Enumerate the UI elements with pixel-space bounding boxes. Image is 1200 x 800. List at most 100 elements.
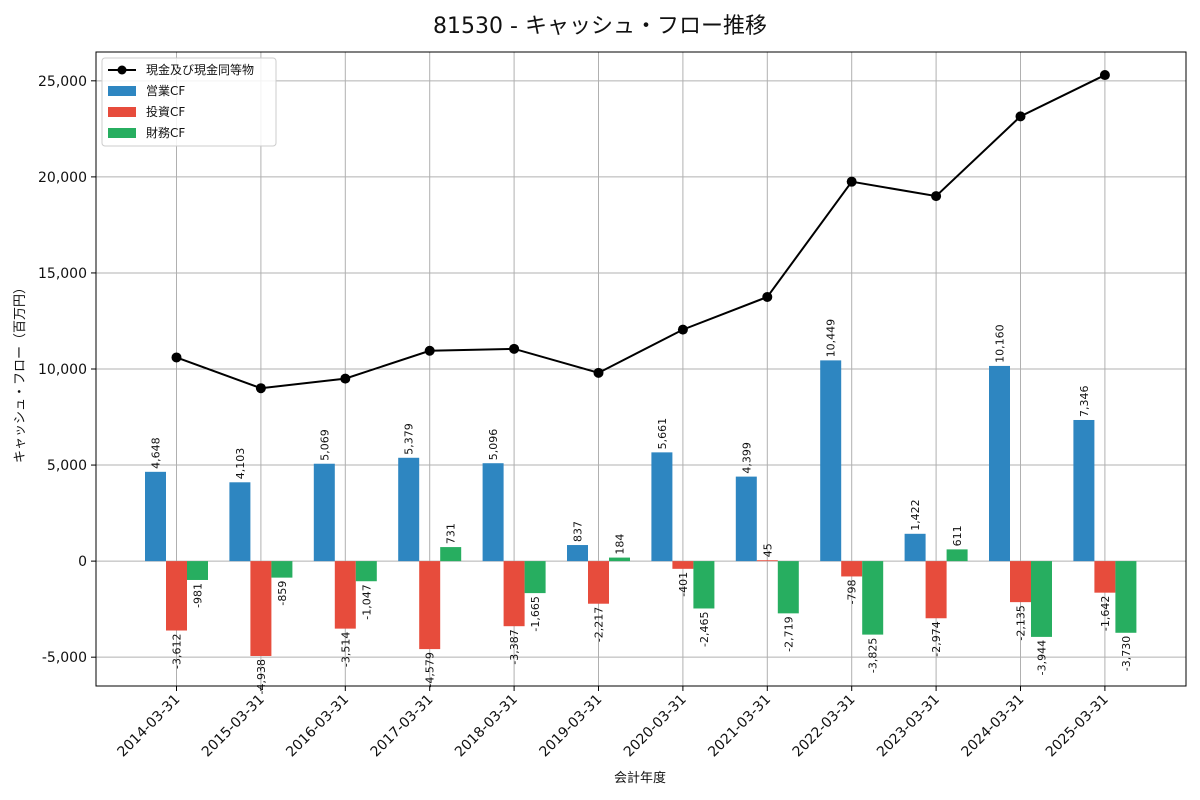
y-tick-label: 15,000 bbox=[38, 266, 87, 282]
legend-label: 営業CF bbox=[146, 84, 185, 98]
bar-financing-cf bbox=[946, 549, 968, 562]
bar-data-label: 5,096 bbox=[487, 429, 500, 460]
cash-line-layer bbox=[171, 70, 1110, 394]
bar-investing-cf bbox=[1094, 561, 1116, 593]
cash-equivalents-point bbox=[931, 191, 942, 202]
bar-data-label: -859 bbox=[276, 581, 289, 606]
cash-equivalents-point bbox=[846, 176, 857, 187]
x-tick-label: 2024-03-31 bbox=[958, 692, 1027, 761]
bar-data-label: -2,135 bbox=[1015, 605, 1028, 640]
y-axis-label: キャッシュ・フロー（百万円） bbox=[13, 281, 28, 463]
bar-investing-cf bbox=[503, 561, 525, 627]
bar-data-label: 5,661 bbox=[656, 418, 669, 450]
x-axis-label: 会計年度 bbox=[614, 770, 666, 786]
bar-operating-cf bbox=[145, 471, 166, 562]
bar-financing-cf bbox=[440, 547, 462, 562]
y-tick-label: 0 bbox=[78, 554, 87, 570]
legend-label: 投資CF bbox=[146, 104, 185, 119]
bar-data-label: -3,514 bbox=[339, 632, 352, 667]
y-tick-label: 10,000 bbox=[38, 362, 87, 378]
plot-frame bbox=[95, 51, 1187, 687]
data-labels-layer: 4,648 4,103 5,069 5,379 5,096 837 5,661 4,399 10… bbox=[150, 319, 1133, 695]
bar-data-label: -401 bbox=[677, 572, 690, 597]
cash-equivalents-point bbox=[255, 383, 266, 394]
bar-data-label: 5,379 bbox=[403, 423, 416, 455]
x-tick-label: 2021-03-31 bbox=[705, 692, 774, 761]
x-tick-label: 2018-03-31 bbox=[452, 692, 521, 761]
bar-operating-cf bbox=[989, 365, 1010, 562]
bar-data-label: -4,579 bbox=[424, 652, 437, 687]
bar-investing-cf bbox=[250, 561, 272, 656]
cash-equivalents-line bbox=[176, 74, 1106, 390]
bar-investing-cf bbox=[756, 560, 778, 562]
y-tick-label: 20,000 bbox=[38, 170, 87, 186]
bar-operating-cf bbox=[651, 452, 673, 562]
bar-data-label: 4,399 bbox=[740, 442, 753, 474]
x-tick-label: 2020-03-31 bbox=[621, 692, 690, 761]
bar-data-label: 5,069 bbox=[318, 429, 331, 461]
bar-operating-cf bbox=[904, 533, 926, 562]
legend-box bbox=[101, 57, 277, 147]
bar-operating-cf bbox=[482, 463, 504, 562]
bar-data-label: 7,346 bbox=[1078, 385, 1091, 417]
bar-data-label: 10,160 bbox=[994, 324, 1007, 363]
bar-operating-cf bbox=[735, 476, 757, 562]
bar-operating-cf bbox=[229, 482, 251, 562]
bar-financing-cf bbox=[693, 561, 715, 609]
bar-data-label: 4,103 bbox=[234, 448, 247, 480]
bar-data-label: -3,387 bbox=[508, 629, 521, 664]
bar-data-label: -798 bbox=[846, 579, 859, 604]
bar-investing-cf bbox=[925, 561, 947, 619]
bar-data-label: -1,665 bbox=[529, 596, 542, 631]
legend-marker bbox=[117, 65, 127, 75]
bar-data-label: 611 bbox=[951, 525, 964, 546]
x-tick-label: 2025-03-31 bbox=[1043, 692, 1112, 761]
bar-data-label: 1,422 bbox=[909, 499, 922, 531]
bar-investing-cf bbox=[419, 561, 441, 650]
bar-financing-cf bbox=[271, 561, 293, 578]
bar-financing-cf bbox=[609, 557, 630, 562]
x-tick-label: 2016-03-31 bbox=[283, 692, 352, 761]
y-tick-label: 5,000 bbox=[47, 458, 87, 474]
bar-data-label: -3,612 bbox=[171, 634, 184, 669]
cash-equivalents-point bbox=[1015, 111, 1026, 122]
bar-investing-cf bbox=[166, 561, 187, 631]
x-tick-label: 2014-03-31 bbox=[114, 692, 183, 761]
bar-data-label: 4,648 bbox=[150, 437, 163, 469]
x-tick-label: 2023-03-31 bbox=[874, 692, 943, 761]
bar-financing-cf bbox=[187, 561, 208, 580]
bar-data-label: -981 bbox=[192, 583, 205, 608]
legend-label: 現金及び現金同等物 bbox=[146, 62, 254, 77]
bar-data-label: -2,217 bbox=[593, 607, 606, 642]
x-tick-label: 2019-03-31 bbox=[536, 692, 605, 761]
y-tick-label: -5,000 bbox=[42, 650, 87, 666]
cash-equivalents-point bbox=[340, 373, 351, 384]
bar-operating-cf bbox=[820, 360, 842, 562]
cash-equivalents-point bbox=[1099, 70, 1110, 81]
bar-investing-cf bbox=[672, 561, 694, 569]
bar-data-label: 45 bbox=[761, 543, 774, 557]
cash-equivalents-point bbox=[762, 291, 773, 302]
bar-operating-cf bbox=[1073, 419, 1095, 562]
bar-data-label: 184 bbox=[614, 534, 627, 555]
bar-financing-cf bbox=[355, 561, 377, 582]
bar-investing-cf bbox=[334, 561, 356, 629]
cash-equivalents-point bbox=[171, 352, 182, 363]
bar-investing-cf bbox=[1010, 561, 1031, 603]
cash-equivalents-point bbox=[509, 343, 520, 354]
bar-data-label: -2,974 bbox=[930, 621, 943, 656]
bar-investing-cf bbox=[841, 561, 863, 577]
bar-financing-cf bbox=[524, 561, 546, 594]
bar-data-label: 731 bbox=[445, 523, 458, 544]
cash-equivalents-point bbox=[677, 324, 688, 335]
y-tick-label: 25,000 bbox=[38, 74, 87, 90]
bar-financing-cf bbox=[1115, 561, 1137, 633]
bar-data-label: -3,944 bbox=[1036, 640, 1049, 675]
legend-bar-swatch bbox=[108, 86, 136, 96]
cash-equivalents-point bbox=[593, 367, 604, 378]
bar-data-label: -1,642 bbox=[1099, 596, 1112, 631]
bars-layer bbox=[145, 360, 1137, 656]
bar-data-label: 10,449 bbox=[825, 319, 838, 358]
bar-operating-cf bbox=[567, 545, 588, 562]
